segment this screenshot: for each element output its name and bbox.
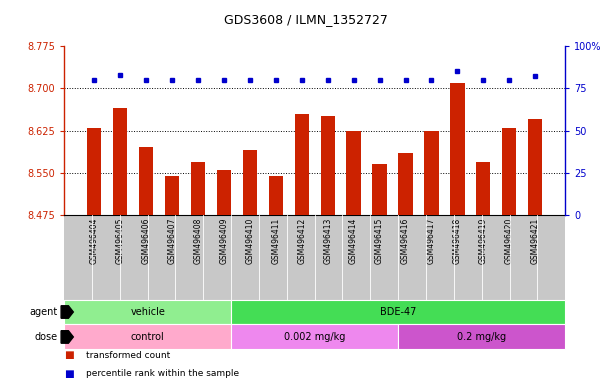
Text: vehicle: vehicle	[130, 307, 165, 317]
Bar	[450, 83, 464, 215]
Bar	[528, 119, 543, 215]
Bar	[373, 164, 387, 215]
Bar	[243, 150, 257, 215]
Text: dose: dose	[35, 332, 58, 342]
Bar	[113, 108, 127, 215]
Text: percentile rank within the sample: percentile rank within the sample	[86, 369, 239, 378]
Bar	[398, 153, 412, 215]
Text: ■: ■	[64, 369, 74, 379]
Text: BDE-47: BDE-47	[380, 307, 416, 317]
Bar	[269, 175, 283, 215]
Bar	[346, 131, 360, 215]
Text: ■: ■	[64, 350, 74, 360]
Bar	[87, 128, 101, 215]
Bar	[476, 162, 491, 215]
Bar	[321, 116, 335, 215]
Text: agent: agent	[30, 307, 58, 317]
Bar	[191, 162, 205, 215]
Text: 0.2 mg/kg: 0.2 mg/kg	[457, 332, 507, 342]
Text: GDS3608 / ILMN_1352727: GDS3608 / ILMN_1352727	[224, 13, 387, 26]
Text: transformed count: transformed count	[86, 351, 170, 360]
Bar	[139, 147, 153, 215]
Bar	[424, 131, 439, 215]
Text: 0.002 mg/kg: 0.002 mg/kg	[284, 332, 345, 342]
Bar	[165, 175, 179, 215]
Bar	[217, 170, 231, 215]
Bar	[295, 114, 309, 215]
Bar	[502, 128, 516, 215]
Text: control: control	[131, 332, 164, 342]
